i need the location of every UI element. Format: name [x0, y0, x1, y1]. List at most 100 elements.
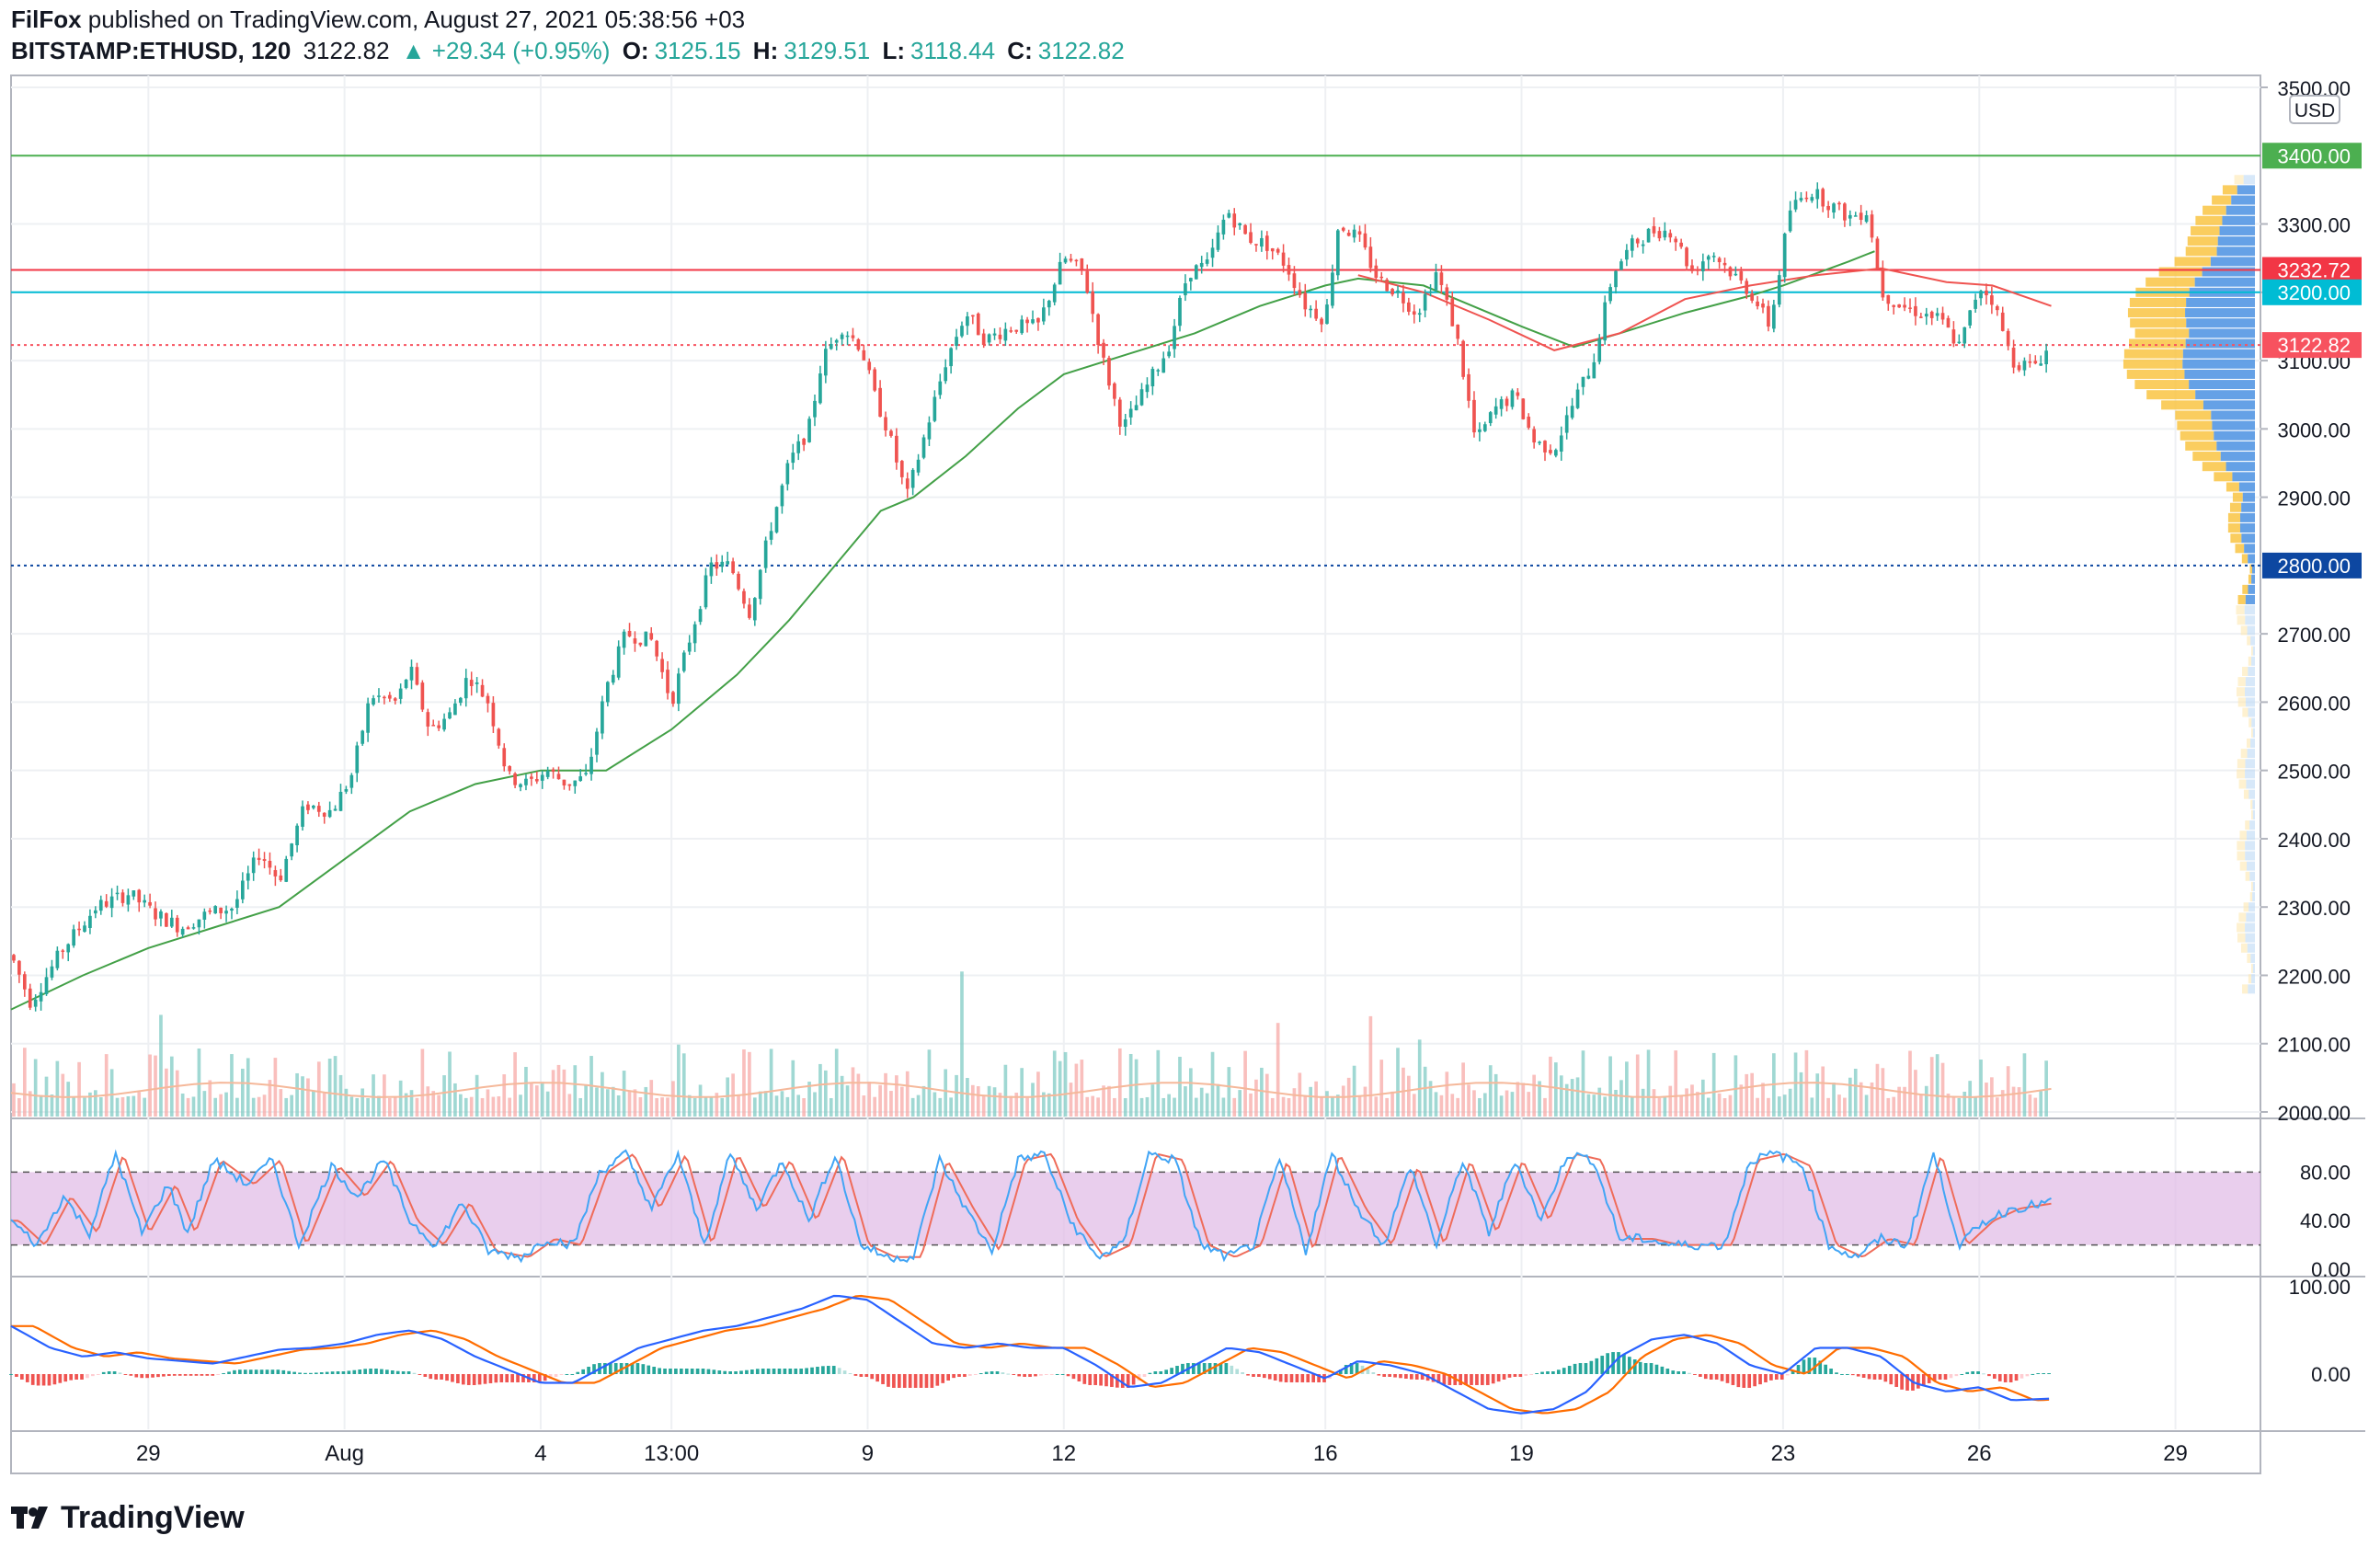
- candle-body: [1875, 238, 1880, 269]
- candle-body: [88, 915, 92, 928]
- volume-bar: [1407, 1075, 1411, 1117]
- candle-body: [638, 642, 643, 646]
- macd-histogram-bar: [1665, 1369, 1670, 1374]
- candle-body: [1467, 373, 1470, 401]
- macd-histogram-bar: [990, 1371, 994, 1374]
- volume-profile-bar-buy: [2248, 666, 2255, 676]
- macd-histogram-bar: [1049, 1374, 1054, 1375]
- volume-bar: [905, 1071, 910, 1117]
- macd-histogram-bar: [1676, 1371, 1681, 1374]
- symbol-label[interactable]: BITSTAMP:ETHUSD, 120: [11, 37, 292, 64]
- volume-bar: [1096, 1097, 1100, 1117]
- volume-bar: [1570, 1079, 1574, 1117]
- candle-body: [235, 899, 239, 908]
- candle-body: [655, 640, 658, 657]
- volume-bar: [584, 1085, 588, 1117]
- candle-body: [409, 666, 414, 681]
- macd-histogram-bar: [254, 1369, 258, 1374]
- candle-body: [1379, 276, 1384, 279]
- macd-histogram-bar: [859, 1374, 864, 1377]
- volume-bar: [1145, 1096, 1150, 1117]
- candle-body: [72, 929, 75, 946]
- candle-body: [1635, 238, 1640, 244]
- volume-profile-bar-sell: [2175, 410, 2212, 420]
- candle-body: [884, 417, 887, 430]
- macd-histogram-bar: [2042, 1373, 2046, 1375]
- candle-body: [338, 791, 343, 811]
- volume-bar: [1194, 1097, 1198, 1117]
- volume-profile-bar-sell: [2191, 225, 2220, 235]
- volume-bar: [916, 1094, 921, 1117]
- candle-body: [780, 485, 784, 507]
- author-name[interactable]: FilFox: [11, 6, 82, 33]
- candle-body: [219, 907, 223, 913]
- candle-body: [1243, 224, 1247, 235]
- volume-bar: [1069, 1083, 1073, 1117]
- candle-body: [1184, 283, 1187, 296]
- high-value: 3129.51: [784, 37, 871, 64]
- volume-profile-bar-sell: [2242, 984, 2248, 994]
- volume-profile-bar-buy: [2240, 512, 2255, 522]
- volume-bar: [1696, 1092, 1699, 1117]
- volume-bar: [1799, 1071, 1803, 1117]
- macd-histogram-bar: [902, 1374, 907, 1388]
- volume-bar: [976, 1086, 980, 1117]
- macd-histogram-bar: [1883, 1374, 1888, 1382]
- volume-profile-bar-buy: [2182, 359, 2255, 369]
- candle-body: [1728, 267, 1733, 277]
- candle-body: [1461, 340, 1465, 377]
- volume-bar: [1085, 1096, 1090, 1117]
- macd-histogram-bar: [1546, 1371, 1550, 1374]
- macd-histogram-bar: [870, 1374, 875, 1380]
- candle-body: [1586, 375, 1591, 379]
- x-tick-label: 19: [1509, 1441, 1534, 1466]
- macd-histogram-bar: [978, 1373, 983, 1375]
- volume-bar: [486, 1089, 490, 1117]
- volume-profile-bar-sell: [2251, 881, 2253, 891]
- macd-histogram-bar: [494, 1374, 498, 1383]
- tradingview-brand[interactable]: TradingView: [61, 1499, 245, 1535]
- macd-histogram-bar: [968, 1374, 972, 1376]
- candle-body: [709, 562, 714, 577]
- candle-body: [1450, 298, 1455, 327]
- candle-body: [1641, 244, 1645, 246]
- volume-bar: [132, 1095, 136, 1117]
- candle-body: [1832, 203, 1836, 213]
- macd-histogram-bar: [2014, 1374, 2019, 1381]
- volume-profile-bar-buy: [2189, 328, 2255, 338]
- candle-body: [1102, 342, 1105, 358]
- macd-histogram-bar: [690, 1369, 694, 1374]
- volume-bar: [1516, 1082, 1520, 1117]
- macd-histogram-bar: [134, 1374, 139, 1378]
- volume-bar: [1532, 1074, 1536, 1117]
- volume-profile-bar-sell: [2251, 646, 2253, 656]
- candle-body: [426, 712, 430, 727]
- volume-bar: [290, 1094, 293, 1117]
- candle-body: [687, 642, 692, 652]
- candle-body: [1990, 295, 1994, 305]
- candle-body: [191, 927, 196, 929]
- macd-histogram-bar: [1496, 1374, 1501, 1382]
- macd-histogram-bar: [930, 1374, 934, 1388]
- stoch-tick-label: 40.00: [2300, 1209, 2351, 1232]
- volume-profile-bar-buy: [2251, 574, 2255, 584]
- volume-bar: [1216, 1083, 1220, 1117]
- macd-histogram-bar: [1905, 1374, 1909, 1391]
- volume-profile-bar-sell: [2240, 943, 2248, 953]
- candle-body: [921, 437, 926, 458]
- macd-histogram-bar: [613, 1363, 618, 1374]
- volume-bar: [301, 1076, 304, 1117]
- candle-body: [1532, 429, 1536, 443]
- volume-profile-bar-buy: [2248, 707, 2255, 717]
- volume-profile-bar-buy: [2245, 841, 2255, 851]
- macd-histogram-bar: [1257, 1374, 1261, 1377]
- candle-body: [578, 776, 583, 782]
- y-tick-label: 2100.00: [2277, 1034, 2351, 1057]
- candle-body: [453, 703, 457, 716]
- macd-histogram-bar: [281, 1369, 286, 1374]
- candle-body: [998, 334, 1002, 339]
- candle-body: [1821, 189, 1825, 207]
- macd-histogram-bar: [674, 1369, 678, 1374]
- currency-label: USD: [2294, 100, 2335, 121]
